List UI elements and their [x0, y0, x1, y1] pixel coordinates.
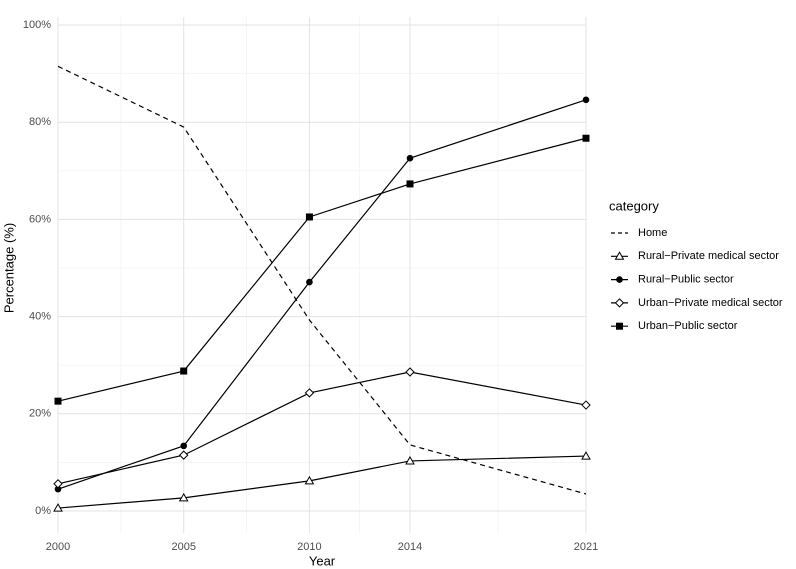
y-tick-label: 0%	[35, 505, 51, 517]
legend-title: category	[609, 198, 659, 213]
point	[306, 278, 313, 286]
point	[305, 213, 313, 221]
point	[180, 367, 188, 375]
point	[406, 154, 414, 162]
series-line	[57, 65, 587, 495]
point	[54, 397, 62, 405]
series-line	[57, 137, 587, 402]
y-tick-label: 100%	[23, 19, 51, 31]
legend-marker	[614, 298, 625, 308]
x-tick-label: 2021	[574, 541, 598, 553]
x-tick-label: 2000	[46, 541, 70, 553]
legend-label: Rural−Private medical sector	[638, 250, 779, 262]
point	[178, 492, 189, 502]
point	[304, 388, 315, 398]
legend-marker	[614, 251, 625, 260]
point	[179, 450, 189, 460]
series-line	[57, 455, 587, 509]
legend-label: Urban−Public sector	[638, 320, 738, 332]
point	[53, 479, 63, 489]
y-tick-label: 40%	[29, 311, 51, 323]
point	[581, 451, 591, 460]
point	[180, 442, 188, 450]
point	[304, 475, 315, 485]
legend-label: Rural−Public sector	[638, 274, 734, 286]
y-tick-label: 60%	[29, 213, 51, 225]
point	[53, 503, 63, 512]
x-tick-label: 2005	[171, 541, 195, 553]
x-tick-label: 2014	[398, 541, 422, 553]
point	[582, 96, 590, 104]
x-tick-label: 2010	[297, 541, 321, 553]
legend-label: Home	[638, 227, 667, 239]
y-tick-label: 80%	[29, 116, 51, 128]
x-axis-title: Year	[309, 553, 336, 568]
legend-marker	[616, 276, 623, 283]
point	[581, 400, 591, 410]
legend-marker	[616, 322, 623, 330]
point	[582, 134, 590, 142]
legend-label: Urban−Private medical sector	[638, 297, 783, 309]
y-tick-label: 20%	[29, 408, 51, 420]
point	[405, 367, 415, 377]
y-axis-title: Percentage (%)	[1, 223, 16, 313]
point	[406, 180, 414, 188]
point	[405, 455, 415, 465]
series-line	[57, 371, 587, 485]
